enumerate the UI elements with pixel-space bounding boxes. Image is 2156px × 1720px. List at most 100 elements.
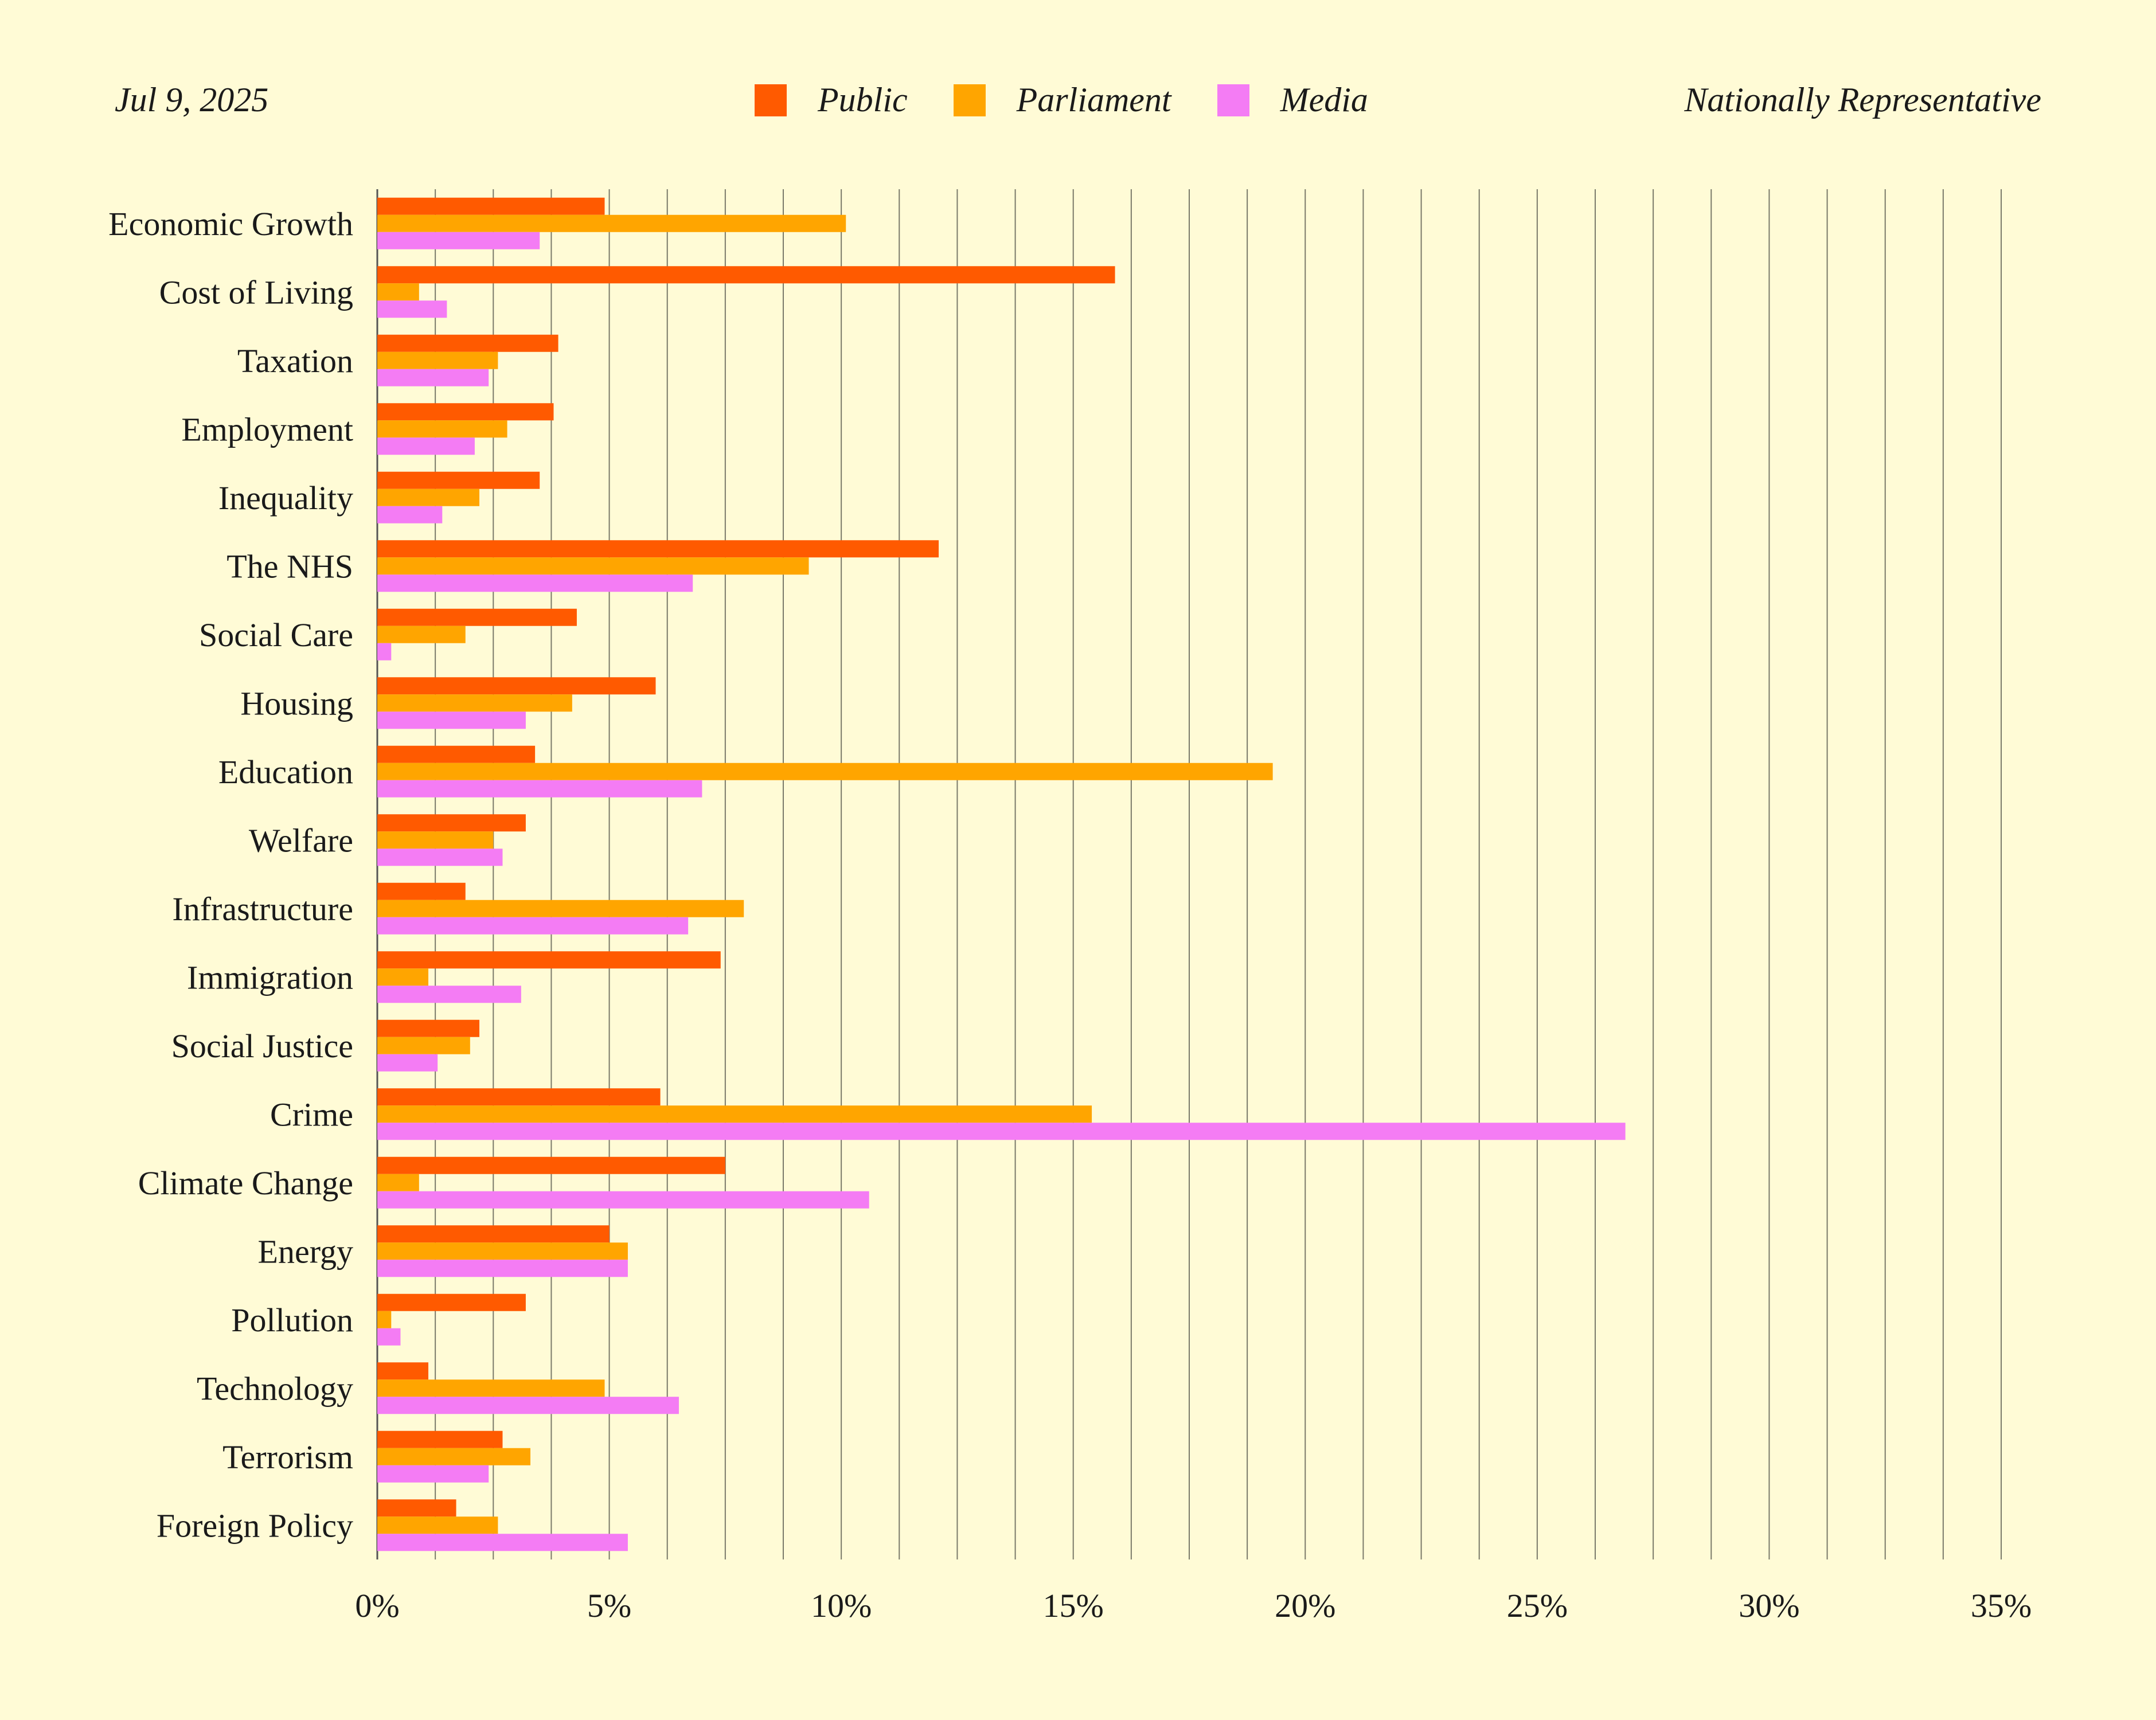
- legend-swatch-public: [755, 84, 787, 116]
- bar-public-employment: [377, 403, 554, 421]
- bar-parliament-inequality: [377, 488, 480, 506]
- x-tick-label: 35%: [1971, 1587, 2032, 1624]
- bar-parliament-foreign-policy: [377, 1516, 498, 1534]
- bar-public-inequality: [377, 471, 540, 489]
- bar-parliament-employment: [377, 420, 507, 438]
- legend-swatch-media: [1217, 84, 1249, 116]
- bar-media-housing: [377, 712, 526, 729]
- category-label: Foreign Policy: [157, 1507, 353, 1544]
- bar-public-foreign-policy: [377, 1499, 456, 1517]
- bar-media-the-nhs: [377, 574, 693, 592]
- bar-media-education: [377, 780, 702, 798]
- bar-media-immigration: [377, 986, 521, 1003]
- bar-public-welfare: [377, 814, 526, 832]
- bar-parliament-energy: [377, 1242, 628, 1260]
- bar-parliament-welfare: [377, 831, 494, 849]
- category-label: Education: [218, 753, 353, 791]
- bar-public-energy: [377, 1225, 610, 1243]
- bar-public-housing: [377, 677, 656, 695]
- bar-parliament-social-care: [377, 626, 466, 643]
- x-tick-label: 0%: [355, 1587, 399, 1624]
- chart-subtitle: Nationally Representative: [1684, 81, 2041, 119]
- bar-public-climate-change: [377, 1156, 725, 1174]
- bar-media-energy: [377, 1260, 628, 1277]
- bar-parliament-pollution: [377, 1311, 392, 1328]
- category-label: Pollution: [231, 1301, 353, 1339]
- x-tick-label: 15%: [1043, 1587, 1104, 1624]
- category-label: Crime: [270, 1096, 353, 1133]
- category-label: Employment: [181, 411, 353, 448]
- legend-label-parliament: Parliament: [1016, 81, 1171, 119]
- bar-parliament-cost-of-living: [377, 283, 419, 301]
- bar-public-social-care: [377, 608, 577, 626]
- bar-parliament-technology: [377, 1379, 605, 1397]
- bar-media-inequality: [377, 506, 443, 523]
- category-label: Cost of Living: [159, 273, 353, 311]
- legend-swatch-parliament: [953, 84, 986, 116]
- bar-public-infrastructure: [377, 882, 466, 900]
- bar-public-crime: [377, 1088, 661, 1106]
- bar-public-technology: [377, 1362, 429, 1380]
- bar-public-economic-growth: [377, 197, 605, 215]
- category-label: Terrorism: [222, 1438, 353, 1476]
- x-tick-label: 25%: [1507, 1587, 1568, 1624]
- chart-date: Jul 9, 2025: [115, 81, 269, 119]
- bar-media-employment: [377, 437, 475, 455]
- x-tick-label: 20%: [1275, 1587, 1335, 1624]
- category-label: Immigration: [187, 959, 353, 996]
- bar-media-crime: [377, 1123, 1626, 1140]
- bar-parliament-infrastructure: [377, 900, 744, 917]
- legend-label-media: Media: [1280, 81, 1368, 119]
- bar-public-social-justice: [377, 1019, 480, 1037]
- bar-parliament-climate-change: [377, 1174, 419, 1191]
- legend-item-parliament: Parliament: [953, 80, 1171, 120]
- category-label: Housing: [240, 685, 353, 722]
- bar-public-terrorism: [377, 1430, 503, 1448]
- bar-parliament-the-nhs: [377, 557, 809, 575]
- bar-media-taxation: [377, 369, 489, 386]
- bar-media-social-care: [377, 643, 392, 660]
- bar-public-pollution: [377, 1293, 526, 1311]
- bar-media-foreign-policy: [377, 1534, 628, 1551]
- chart-legend: Public Parliament Media: [755, 80, 1414, 120]
- category-label: Economic Growth: [108, 205, 353, 243]
- bar-parliament-immigration: [377, 968, 429, 986]
- legend-item-media: Media: [1217, 80, 1368, 120]
- category-label: The NHS: [226, 548, 353, 585]
- bar-parliament-terrorism: [377, 1448, 531, 1465]
- bar-public-education: [377, 745, 536, 763]
- x-tick-label: 5%: [587, 1587, 631, 1624]
- bar-public-the-nhs: [377, 540, 939, 558]
- bar-parliament-crime: [377, 1105, 1092, 1123]
- category-label: Inequality: [218, 479, 353, 517]
- bar-media-technology: [377, 1397, 679, 1414]
- bar-media-pollution: [377, 1328, 401, 1346]
- category-label: Social Justice: [171, 1027, 353, 1065]
- bar-parliament-education: [377, 763, 1273, 780]
- bar-parliament-taxation: [377, 351, 498, 369]
- category-label: Climate Change: [138, 1164, 353, 1202]
- bar-media-infrastructure: [377, 917, 689, 935]
- bar-public-taxation: [377, 334, 558, 352]
- bar-public-immigration: [377, 951, 721, 969]
- category-label: Technology: [197, 1370, 353, 1407]
- bar-media-terrorism: [377, 1465, 489, 1483]
- category-label: Welfare: [249, 822, 353, 859]
- category-label: Taxation: [237, 342, 353, 380]
- category-label: Infrastructure: [172, 890, 353, 928]
- category-label: Social Care: [199, 616, 353, 654]
- bar-parliament-housing: [377, 694, 572, 712]
- legend-label-public: Public: [818, 81, 908, 119]
- bar-parliament-economic-growth: [377, 214, 846, 232]
- bar-parliament-social-justice: [377, 1037, 470, 1054]
- legend-item-public: Public: [755, 80, 908, 120]
- bar-media-welfare: [377, 849, 503, 866]
- bar-media-climate-change: [377, 1191, 869, 1209]
- x-tick-label: 10%: [811, 1587, 872, 1624]
- bar-media-economic-growth: [377, 232, 540, 249]
- bar-public-cost-of-living: [377, 266, 1115, 284]
- x-tick-label: 30%: [1739, 1587, 1799, 1624]
- bar-media-cost-of-living: [377, 300, 447, 318]
- bar-media-social-justice: [377, 1054, 438, 1072]
